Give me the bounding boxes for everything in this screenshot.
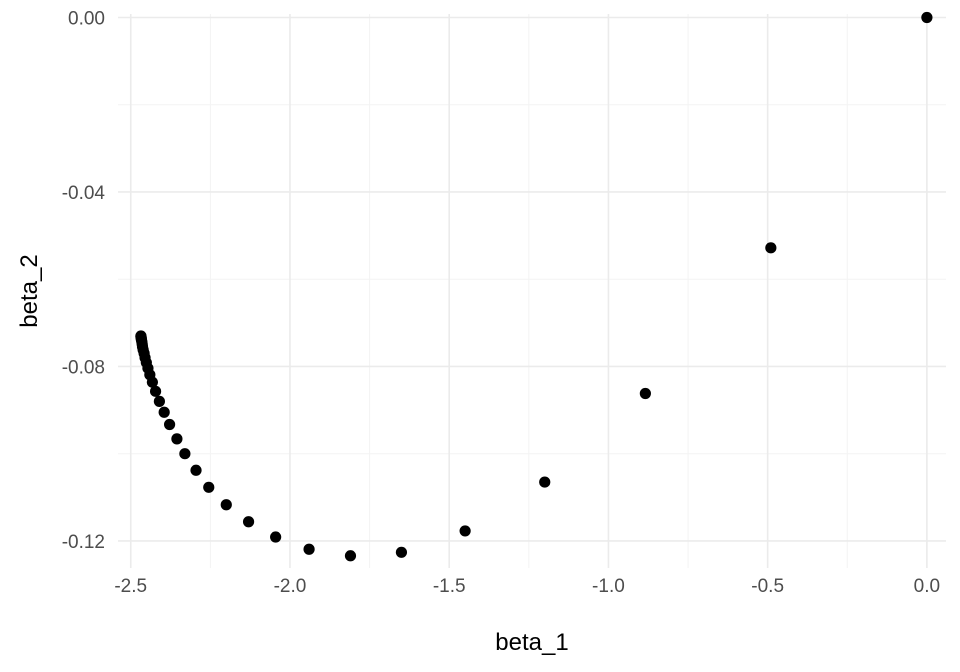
major-gridlines xyxy=(118,14,946,568)
y-axis-title: beta_2 xyxy=(16,254,43,327)
x-tick-label: -1.5 xyxy=(433,576,466,597)
data-point xyxy=(163,418,176,431)
data-point xyxy=(270,531,282,543)
data-point xyxy=(303,543,315,555)
data-point xyxy=(639,387,651,400)
x-axis-title: beta_1 xyxy=(495,629,568,656)
data-point xyxy=(135,330,147,342)
x-tick-label: 0.0 xyxy=(914,576,940,597)
data-point xyxy=(344,550,357,562)
data-points xyxy=(135,11,933,562)
data-point xyxy=(921,11,933,24)
x-tick-label: -2.5 xyxy=(114,576,147,597)
minor-gridlines xyxy=(118,14,946,568)
data-point xyxy=(203,481,215,493)
data-point xyxy=(158,406,170,418)
data-point xyxy=(539,476,551,488)
data-point xyxy=(220,499,232,511)
data-point xyxy=(459,525,471,537)
y-axis-tick-labels: 0.00 -0.04 -0.08 -0.12 xyxy=(62,8,106,552)
x-axis-tick-labels: -2.5 -2.0 -1.5 -1.0 -0.5 0.0 xyxy=(114,576,940,597)
data-point xyxy=(149,385,162,397)
data-point xyxy=(190,464,202,476)
data-point xyxy=(765,242,777,254)
y-tick-label: -0.04 xyxy=(62,183,106,204)
data-point xyxy=(153,395,165,407)
y-tick-label: -0.12 xyxy=(62,532,105,553)
x-tick-label: -2.0 xyxy=(274,576,307,597)
x-tick-label: -1.0 xyxy=(592,576,625,597)
data-point xyxy=(242,516,255,528)
y-tick-label: 0.00 xyxy=(68,8,105,29)
data-point xyxy=(395,546,408,558)
data-point xyxy=(171,433,183,445)
data-point xyxy=(179,448,191,460)
y-tick-label: -0.08 xyxy=(62,357,105,378)
x-tick-label: -0.5 xyxy=(751,576,784,597)
